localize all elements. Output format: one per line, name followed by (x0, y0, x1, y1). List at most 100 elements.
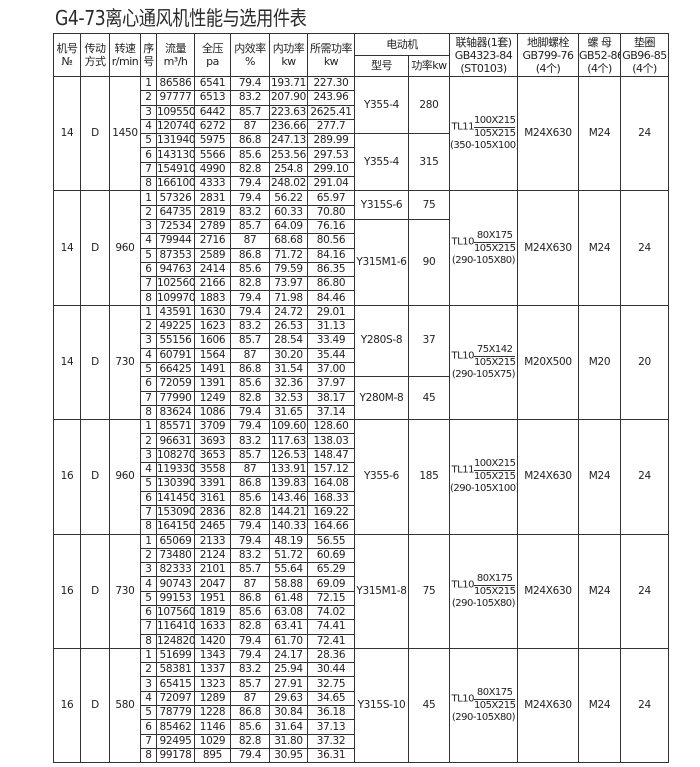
internal-power-cell: 68.68 (269, 233, 308, 249)
header-speed: 转速 r/min (109, 33, 141, 77)
anchor-bolt-cell: M24X630 (517, 419, 579, 535)
washer-cell: 24 (620, 419, 669, 535)
speed-cell: 730 (109, 304, 141, 421)
header-efficiency: 内效率% (230, 33, 270, 77)
coupling-numerator: 80X175 (473, 687, 516, 701)
internal-power-cell: 55.64 (269, 562, 308, 578)
internal-power-cell: 236.66 (269, 118, 308, 135)
pressure-cell: 4333 (194, 176, 231, 192)
motor-power-cell: 75 (408, 533, 450, 649)
efficiency-cell: 85.7 (230, 104, 270, 120)
nut-cell: M24 (578, 647, 621, 764)
internal-power-cell: 139.83 (269, 476, 308, 492)
coupling-fraction: 100X215 105X215 (473, 115, 516, 140)
coupling-spec: (290-105X100) (450, 483, 518, 495)
pressure-cell: 1146 (194, 719, 231, 735)
table-row: 14 D 730 1 43591 1630 79.4 24.72 29.01 Y280S-8 37 T… (53, 304, 669, 421)
seq-cell: 5 (140, 361, 157, 378)
internal-power-cell: 26.53 (269, 319, 308, 335)
header-machine-no: 机号 № (53, 33, 81, 77)
required-power-cell: 37.13 (307, 719, 355, 735)
efficiency-cell: 79.4 (230, 519, 270, 535)
seq-cell: 7 (140, 161, 157, 178)
internal-power-cell: 31.80 (269, 733, 308, 749)
drive-cell: D (80, 304, 110, 421)
table-row: 7 102560 2166 82.8 73.97 86.80 (54, 276, 669, 292)
coupling-spec: (290-105X80) (451, 712, 516, 724)
pressure-cell: 4990 (194, 161, 231, 178)
table-row: 8 99178 895 79.4 30.95 36.31 (54, 747, 669, 764)
table-row: 6 143130 5566 85.6 253.56 297.53 (54, 147, 669, 163)
seq-cell: 2 (140, 662, 157, 678)
required-power-cell: 65.97 (307, 190, 355, 206)
speed-cell: 960 (109, 419, 141, 535)
table-row: 7 116410 1633 82.8 63.41 74.41 (54, 619, 669, 635)
table-row: 14 D 1450 1 86586 6541 79.4 193.71 227.30 Y355-4 2… (53, 75, 669, 192)
table-row: 3 108270 3653 85.7 126.53 148.47 (54, 447, 669, 464)
pressure-cell: 3391 (194, 476, 231, 492)
speed-cell: 730 (109, 533, 141, 649)
internal-power-cell: 29.63 (269, 690, 308, 707)
efficiency-cell: 85.7 (230, 562, 270, 578)
efficiency-cell: 86.8 (230, 476, 270, 492)
table-row: 6 94763 2414 85.6 79.59 86.35 (54, 261, 669, 278)
efficiency-cell: 85.6 (230, 490, 270, 506)
flow-cell: 120740 (156, 118, 195, 135)
internal-power-cell: 30.20 (269, 347, 308, 363)
internal-power-cell: 31.64 (269, 719, 308, 735)
header-required-power: 所需功率 kw (307, 33, 355, 77)
efficiency-cell: 79.4 (230, 176, 270, 192)
internal-power-cell: 193.71 (269, 75, 308, 92)
coupling-cell: TL10 80X175 105X215 (290-105X80) (449, 647, 518, 764)
coupling-fraction: 80X175 105X215 (473, 230, 516, 255)
flow-cell: 77990 (156, 390, 195, 406)
required-power-cell: 37.32 (307, 733, 355, 749)
pressure-cell: 895 (194, 747, 231, 764)
required-power-cell: 34.65 (307, 690, 355, 707)
coupling-cell: TL11 100X215 105X215 (290-105X100) (449, 419, 518, 535)
header-flow: 流量 m³/h (156, 33, 195, 77)
pressure-cell: 1343 (194, 647, 231, 664)
pressure-cell: 1323 (194, 676, 231, 692)
flow-cell: 131940 (156, 133, 195, 149)
motor-power-cell: 75 (408, 190, 450, 220)
flow-cell: 73480 (156, 547, 195, 564)
motor-model-cell: Y315M1-8 (354, 533, 409, 649)
seq-cell: 2 (140, 433, 157, 449)
motor-power-cell: 45 (408, 647, 450, 764)
table-row: 8 164150 2465 79.4 140.33 164.66 (54, 519, 669, 535)
machine-no-cell: 16 (53, 533, 81, 649)
required-power-cell: 32.75 (307, 676, 355, 692)
efficiency-cell: 86.8 (230, 705, 270, 721)
efficiency-cell: 82.8 (230, 733, 270, 749)
nut-cell: M24 (578, 533, 621, 649)
coupling-type: TL10 (451, 350, 475, 362)
header-internal-power: 内功率 kw (269, 33, 308, 77)
required-power-cell: 37.00 (307, 361, 355, 378)
motor-model-cell: Y355-6 (354, 419, 409, 535)
speed-cell: 580 (109, 647, 141, 764)
seq-cell: 6 (140, 604, 157, 621)
efficiency-cell: 85.7 (230, 218, 270, 235)
nut-cell: M24 (578, 75, 621, 192)
seq-cell: 6 (140, 719, 157, 735)
motor-model-cell: Y355-4 (354, 133, 409, 192)
pressure-cell: 1420 (194, 633, 231, 649)
seq-cell: 6 (140, 376, 157, 392)
required-power-cell: 289.99 (307, 133, 355, 149)
pressure-cell: 3693 (194, 433, 231, 449)
drive-cell: D (80, 647, 110, 764)
flow-cell: 116410 (156, 619, 195, 635)
motor-power-cell: 90 (408, 218, 450, 306)
required-power-cell: 28.36 (307, 647, 355, 664)
internal-power-cell: 247.13 (269, 133, 308, 149)
flow-cell: 124820 (156, 633, 195, 649)
table-row: 14 D 960 1 57326 2831 79.4 56.22 65.97 Y315S-6 75 T… (53, 190, 669, 306)
internal-power-cell: 248.02 (269, 176, 308, 192)
seq-cell: 6 (140, 261, 157, 278)
seq-cell: 5 (140, 476, 157, 492)
pressure-cell: 2819 (194, 204, 231, 220)
required-power-cell: 56.55 (307, 533, 355, 549)
fan-performance-table: 机号 № 传动 方式 转速 r/min 序号 流量 m³/h 全压 pa 内效率% 内功率… (53, 33, 669, 764)
table-row: 3 82333 2101 85.7 55.64 65.29 (54, 562, 669, 578)
